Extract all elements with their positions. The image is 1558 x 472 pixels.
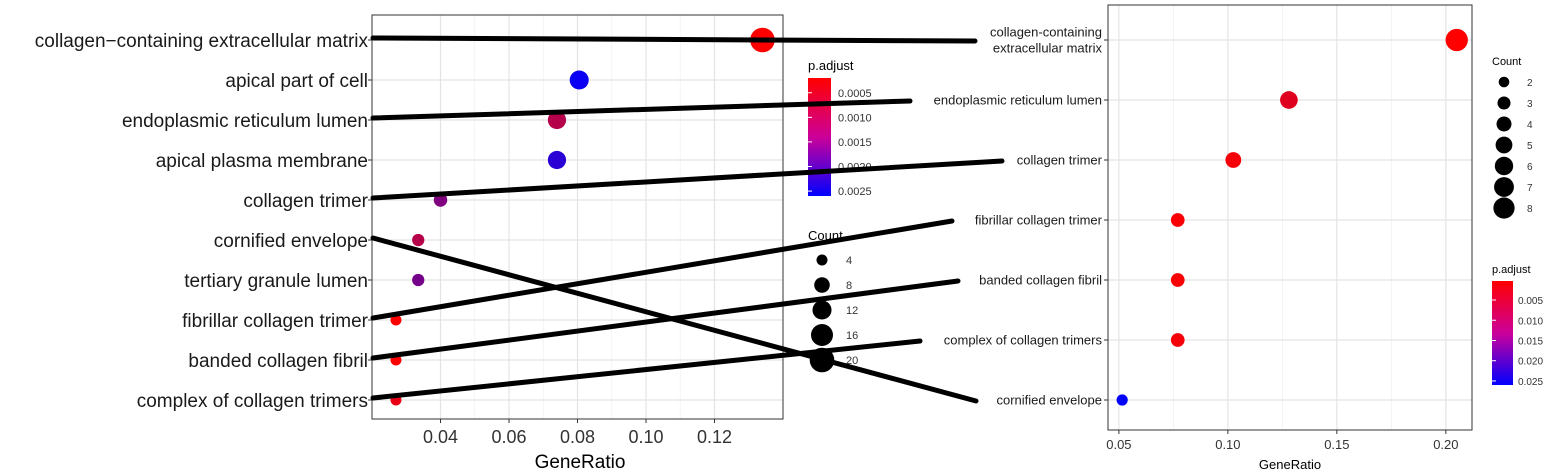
left-y-tick-label: endoplasmic reticulum lumen — [122, 111, 368, 132]
right-size-legend-dot — [1496, 116, 1512, 132]
right-color-tick-label: 0.005 — [1518, 296, 1543, 307]
left-size-legend-dot — [814, 277, 830, 293]
left-y-tick-label: apical part of cell — [225, 71, 368, 92]
left-size-legend-label: 4 — [846, 255, 852, 267]
left-data-point — [412, 233, 425, 247]
right-y-tick-label: cornified envelope — [996, 393, 1102, 408]
left-data-point — [569, 70, 589, 90]
left-size-legend-dot — [812, 300, 832, 320]
left-size-legend-label: 8 — [846, 280, 852, 292]
right-size-legend-dot — [1495, 136, 1513, 154]
left-color-tick-label: 0.0005 — [838, 88, 872, 100]
right-size-legend-label: 8 — [1527, 204, 1533, 215]
right-size-legend-dot — [1494, 177, 1514, 197]
right-color-tick-label: 0.025 — [1518, 377, 1543, 388]
right-panel-border — [1107, 4, 1473, 431]
connector-line — [370, 338, 923, 401]
right-y-tick-label: collagen-containing — [990, 25, 1102, 40]
connector-line — [370, 158, 1005, 201]
left-color-tick-label: 0.0015 — [838, 137, 872, 149]
left-legends: p.adjust 0.00050.00100.00150.00200.0025 … — [808, 58, 872, 373]
left-x-tick-label: 0.06 — [491, 427, 526, 447]
right-data-point — [1445, 28, 1468, 52]
left-size-legend-label: 12 — [846, 305, 858, 317]
right-size-legend-dot — [1497, 96, 1511, 110]
right-x-axis-title: GeneRatio — [1259, 457, 1321, 472]
left-y-tick-label: collagen−containing extracellular matrix — [35, 31, 369, 52]
right-y-tick-label: extracellular matrix — [993, 41, 1103, 56]
right-size-legend-label: 5 — [1527, 141, 1533, 152]
right-color-legend-bar — [1492, 281, 1513, 385]
left-color-tick-label: 0.0010 — [838, 112, 872, 124]
connector-line — [370, 35, 978, 44]
left-data-point — [390, 314, 402, 326]
left-data-point — [412, 273, 425, 287]
right-data-point — [1225, 152, 1242, 168]
right-data-point — [1116, 394, 1128, 406]
right-y-tick-label: banded collagen fibril — [979, 273, 1102, 288]
left-x-axis-title: GeneRatio — [535, 452, 626, 472]
left-y-tick-label: tertiary granule lumen — [184, 271, 368, 292]
left-y-tick-label: apical plasma membrane — [156, 151, 368, 172]
connector-line — [370, 278, 961, 361]
right-legends: Count 2 3 4 5 6 7 8 p.adjust 0.005 0.010 0.015 0.… — [1492, 56, 1543, 388]
left-x-tick-label: 0.04 — [423, 427, 458, 447]
right-size-legend-title: Count — [1492, 56, 1521, 68]
right-size-legend-label: 4 — [1527, 120, 1533, 131]
left-size-legend-dot — [816, 254, 828, 266]
right-data-point — [1170, 213, 1185, 227]
left-color-legend-title: p.adjust — [808, 58, 854, 73]
right-y-tick-label: endoplasmic reticulum lumen — [934, 93, 1102, 108]
right-x-tick-label: 0.05 — [1106, 437, 1131, 452]
left-y-tick-label: cornified envelope — [214, 231, 368, 252]
left-y-tick-label: banded collagen fibril — [188, 351, 368, 372]
left-color-tick-label: 0.0025 — [838, 186, 872, 198]
right-size-legend-label: 3 — [1527, 99, 1533, 110]
right-data-point — [1280, 91, 1298, 109]
right-y-tick-label: complex of collagen trimers — [944, 333, 1103, 348]
right-color-tick-label: 0.015 — [1518, 336, 1543, 347]
connector-line — [370, 98, 913, 121]
left-y-tick-label: collagen trimer — [243, 191, 368, 212]
left-x-tick-label: 0.10 — [628, 427, 663, 447]
right-color-tick-label: 0.010 — [1518, 316, 1543, 327]
left-size-legend-label: 20 — [846, 355, 858, 367]
right-data-point — [1170, 333, 1185, 347]
right-x-tick-label: 0.15 — [1324, 437, 1349, 452]
right-x-tick-label: 0.20 — [1433, 437, 1458, 452]
right-x-tick-label: 0.10 — [1215, 437, 1240, 452]
left-dotplot: collagen−containing extracellular matrix… — [35, 14, 872, 472]
right-size-legend-label: 2 — [1527, 78, 1533, 89]
right-data-point — [1170, 273, 1185, 287]
right-size-legend-dot — [1498, 76, 1510, 88]
right-y-tick-label: fibrillar collagen trimer — [975, 213, 1103, 228]
left-x-tick-label: 0.08 — [560, 427, 595, 447]
right-color-tick-label: 0.020 — [1518, 357, 1543, 368]
left-data-point — [547, 110, 567, 130]
left-data-point — [547, 150, 567, 170]
left-color-legend-bar — [808, 78, 831, 196]
left-size-legend-dot — [811, 324, 833, 346]
right-size-legend-label: 7 — [1527, 183, 1533, 194]
right-size-legend-dot — [1494, 156, 1514, 176]
right-size-legend-dot — [1493, 197, 1515, 219]
left-size-legend-label: 16 — [846, 330, 858, 342]
connector-lines — [370, 35, 1005, 404]
left-y-tick-label: fibrillar collagen trimer — [182, 311, 369, 332]
right-size-legend-label: 6 — [1527, 162, 1533, 173]
left-y-tick-label: complex of collagen trimers — [137, 391, 368, 412]
connector-line — [370, 218, 955, 321]
left-x-tick-label: 0.12 — [697, 427, 732, 447]
right-y-tick-label: collagen trimer — [1017, 153, 1103, 168]
right-color-legend-title: p.adjust — [1492, 264, 1531, 276]
right-panel-background — [1108, 5, 1472, 430]
